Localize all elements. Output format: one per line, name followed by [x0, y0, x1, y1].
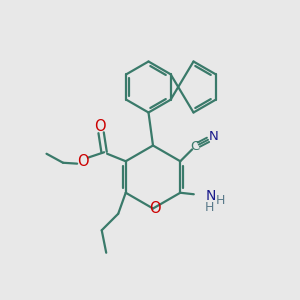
Text: O: O	[77, 154, 88, 169]
Text: O: O	[149, 201, 160, 216]
Text: H: H	[215, 194, 225, 207]
Text: N: N	[208, 130, 218, 143]
Text: O: O	[94, 119, 105, 134]
Text: C: C	[190, 140, 200, 153]
Text: H: H	[205, 201, 214, 214]
Text: N: N	[205, 189, 216, 203]
